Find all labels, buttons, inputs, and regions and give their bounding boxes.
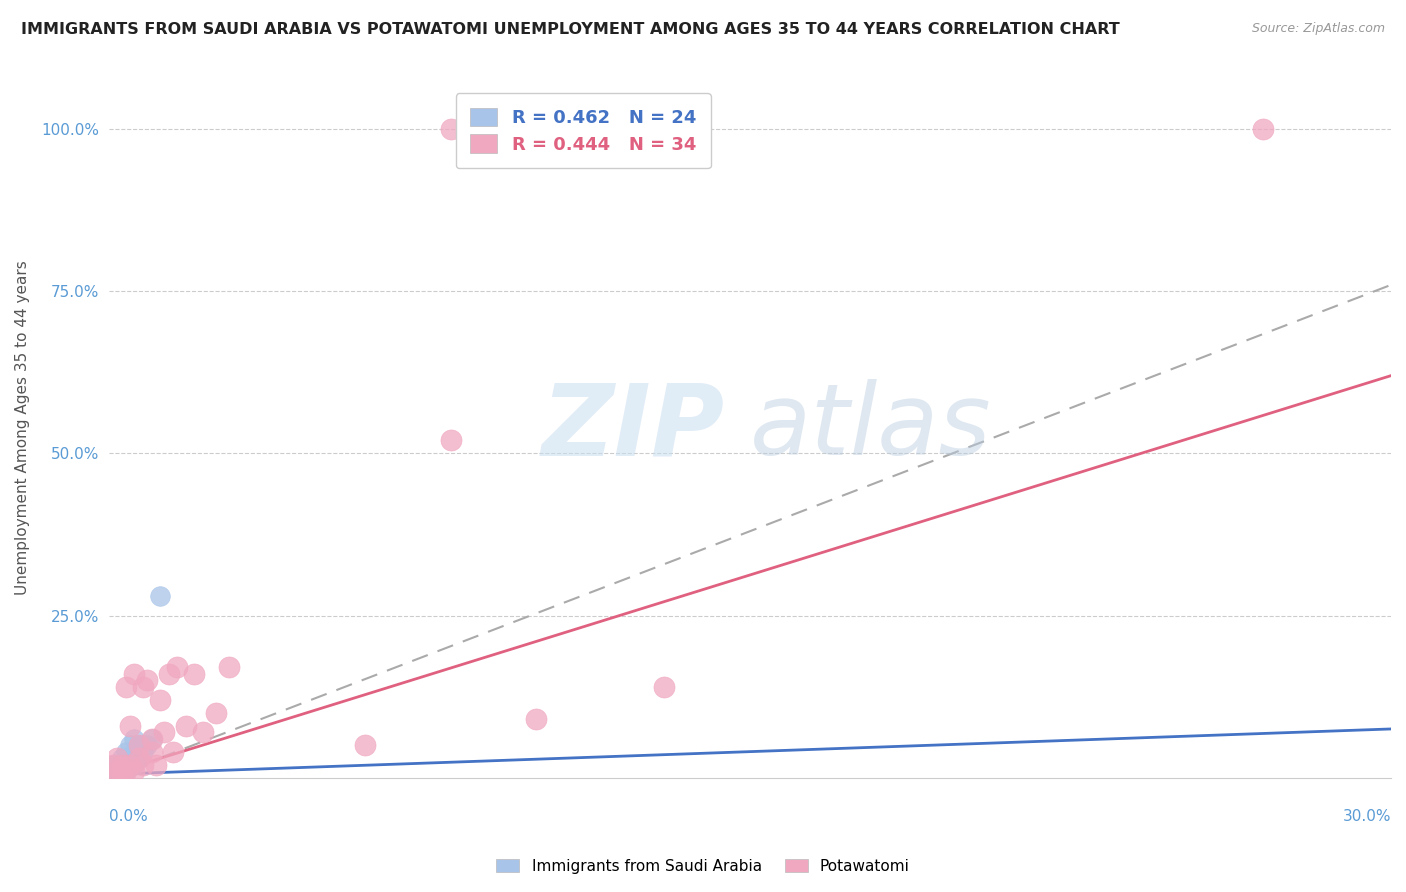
Point <box>145 757 167 772</box>
Point <box>101 757 124 772</box>
Point <box>120 738 142 752</box>
Point <box>149 589 172 603</box>
Point <box>124 666 146 681</box>
Text: 30.0%: 30.0% <box>1343 809 1391 824</box>
Point <box>111 751 134 765</box>
Point <box>101 764 124 778</box>
Point <box>440 434 463 448</box>
Point <box>105 751 128 765</box>
Point <box>115 764 138 778</box>
Point <box>128 751 150 765</box>
Point <box>124 757 146 772</box>
Point <box>132 745 155 759</box>
Text: 0.0%: 0.0% <box>108 809 148 824</box>
Point <box>105 757 128 772</box>
Point <box>101 771 124 785</box>
Legend: R = 0.462   N = 24, R = 0.444   N = 34: R = 0.462 N = 24, R = 0.444 N = 34 <box>456 94 710 169</box>
Point <box>120 757 142 772</box>
Point <box>354 738 377 752</box>
Point <box>174 719 197 733</box>
Point <box>111 771 134 785</box>
Point <box>149 693 172 707</box>
Point <box>132 680 155 694</box>
Point <box>115 680 138 694</box>
Point <box>128 738 150 752</box>
Point <box>124 745 146 759</box>
Point <box>440 122 463 136</box>
Point <box>105 764 128 778</box>
Point <box>115 764 138 778</box>
Point <box>136 673 159 688</box>
Point <box>166 660 188 674</box>
Point <box>128 751 150 765</box>
Point <box>120 757 142 772</box>
Y-axis label: Unemployment Among Ages 35 to 44 years: Unemployment Among Ages 35 to 44 years <box>15 260 30 595</box>
Text: atlas: atlas <box>749 379 991 476</box>
Point <box>141 745 163 759</box>
Point <box>654 680 676 694</box>
Point <box>141 731 163 746</box>
Point <box>120 719 142 733</box>
Point <box>183 666 205 681</box>
Point <box>157 666 180 681</box>
Point <box>101 757 124 772</box>
Text: IMMIGRANTS FROM SAUDI ARABIA VS POTAWATOMI UNEMPLOYMENT AMONG AGES 35 TO 44 YEAR: IMMIGRANTS FROM SAUDI ARABIA VS POTAWATO… <box>21 22 1119 37</box>
Point <box>105 771 128 785</box>
Point <box>111 764 134 778</box>
Point <box>124 731 146 746</box>
Text: ZIP: ZIP <box>541 379 724 476</box>
Point <box>120 751 142 765</box>
Point <box>115 757 138 772</box>
Point <box>105 764 128 778</box>
Text: Source: ZipAtlas.com: Source: ZipAtlas.com <box>1251 22 1385 36</box>
Point <box>1251 122 1274 136</box>
Point <box>524 712 547 726</box>
Point <box>128 738 150 752</box>
Point <box>191 725 214 739</box>
Point <box>124 764 146 778</box>
Point <box>111 757 134 772</box>
Point <box>162 745 184 759</box>
Point <box>111 757 134 772</box>
Point <box>153 725 176 739</box>
Point <box>141 731 163 746</box>
Point <box>218 660 240 674</box>
Point <box>132 757 155 772</box>
Legend: Immigrants from Saudi Arabia, Potawatomi: Immigrants from Saudi Arabia, Potawatomi <box>491 853 915 880</box>
Point <box>204 706 226 720</box>
Point <box>101 771 124 785</box>
Point <box>136 738 159 752</box>
Point <box>115 745 138 759</box>
